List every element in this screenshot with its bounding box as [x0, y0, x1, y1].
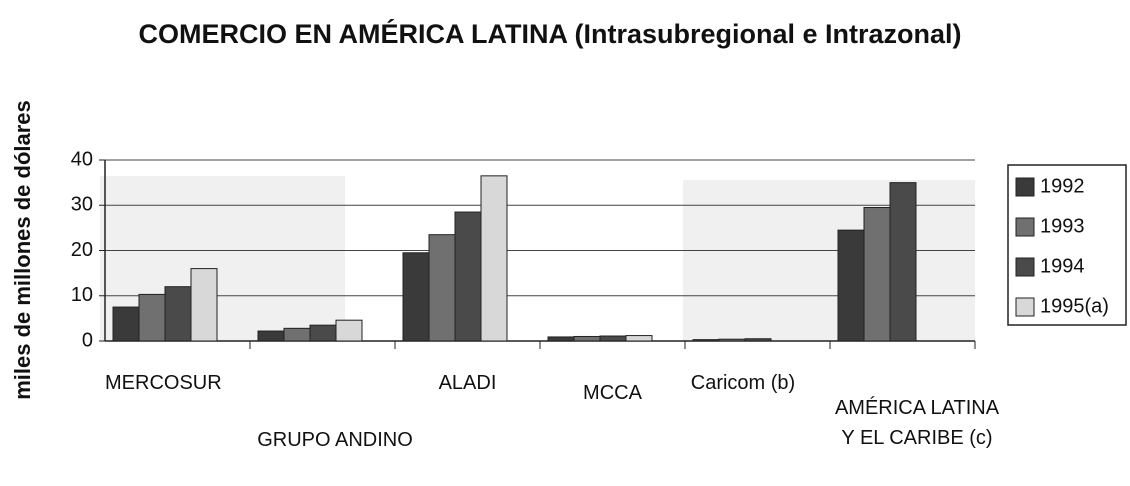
- x-tick-label: MCCA: [583, 382, 642, 404]
- y-axis-label: miles de millones de dólares: [10, 100, 35, 400]
- legend-label: 1994: [1040, 255, 1085, 277]
- legend-swatch: [1015, 297, 1035, 317]
- bar: [744, 338, 772, 342]
- y-tick-label: 20: [71, 239, 93, 261]
- x-tick-label: AMÉRICA LATINA Y EL CARIBE (c): [834, 397, 1000, 449]
- bar: [718, 338, 746, 342]
- x-tick-label: GRUPO ANDINO: [257, 429, 413, 451]
- legend-box: [1007, 164, 1127, 326]
- bar: [335, 319, 363, 342]
- bar: [428, 234, 456, 342]
- bar: [480, 175, 508, 342]
- legend-label: 1995(a): [1040, 295, 1109, 317]
- bar: [283, 327, 311, 342]
- legend-label: 1992: [1040, 175, 1085, 197]
- bar: [257, 330, 285, 342]
- y-tick-label: 30: [71, 194, 93, 216]
- bar: [112, 306, 140, 342]
- bar: [692, 339, 720, 342]
- y-tick-label: 10: [71, 284, 93, 306]
- bar: [599, 335, 627, 342]
- bar: [573, 335, 601, 342]
- bar: [164, 286, 192, 342]
- background: [683, 180, 975, 341]
- bar: [402, 252, 430, 342]
- y-tick-label: 0: [82, 329, 93, 351]
- y-tick-label: 40: [71, 148, 93, 170]
- chart-title: COMERCIO EN AMÉRICA LATINA (Intrasubregi…: [138, 19, 962, 49]
- bar: [889, 182, 917, 342]
- legend-label: 1993: [1040, 215, 1085, 237]
- legend-swatch: [1015, 177, 1035, 197]
- bar: [190, 268, 218, 342]
- bar: [625, 335, 653, 342]
- x-tick-label: ALADI: [438, 372, 497, 394]
- legend-swatch: [1015, 217, 1035, 237]
- bar: [547, 336, 575, 342]
- x-tick-label: MERCOSUR: [105, 372, 222, 394]
- bar: [454, 211, 482, 342]
- bar: [837, 229, 865, 342]
- x-tick-label: Caricom (b): [690, 372, 796, 394]
- bar: [863, 207, 891, 342]
- legend-swatch: [1015, 257, 1035, 277]
- bar: [309, 324, 337, 342]
- bar: [138, 293, 166, 342]
